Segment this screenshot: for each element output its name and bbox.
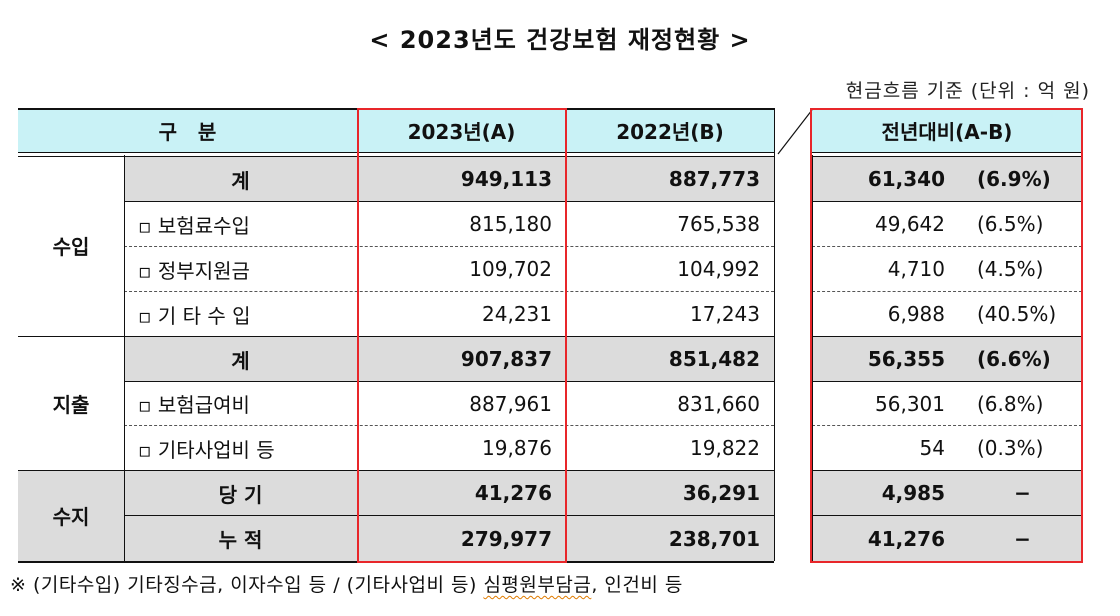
diff-value: 61,340 <box>867 167 945 191</box>
diff-pct: (4.5%) <box>977 257 1044 281</box>
diff-value: 54 <box>919 436 945 460</box>
diff-value: 56,355 <box>867 347 945 371</box>
highlight-2023-column <box>357 108 567 563</box>
value-2023: 907,837 <box>460 347 552 371</box>
dotted-line <box>812 425 1082 426</box>
value-2022: 17,243 <box>690 302 760 326</box>
unit-note: 현금흐름 기준 (단위 : 억 원) <box>845 80 1090 102</box>
sep-line <box>124 201 774 202</box>
value-2023: 949,113 <box>460 167 552 191</box>
sep-line <box>124 515 774 516</box>
value-2023: 279,977 <box>460 526 552 551</box>
value-2023: 815,180 <box>469 212 552 236</box>
footnote-squiggle-word: 심평원부담금 <box>483 574 592 596</box>
col-line <box>812 155 813 561</box>
header-2022: 2022년(B) <box>616 120 724 144</box>
value-2022: 887,773 <box>668 167 760 191</box>
dotted-line <box>124 291 774 292</box>
diff-value: 41,276 <box>867 526 945 551</box>
diff-pct: (6.6%) <box>977 347 1051 371</box>
row-label: ▫ 기 타 수 입 <box>138 303 251 328</box>
diff-pct: (6.8%) <box>977 391 1044 416</box>
diff-value: 4,985 <box>881 481 945 505</box>
sep-line <box>812 381 1082 382</box>
sep-line <box>124 381 774 382</box>
value-2023: 19,876 <box>482 436 552 460</box>
dotted-line <box>812 246 1082 247</box>
income-total-diff-bg <box>812 157 1082 201</box>
value-2022: 765,538 <box>677 212 760 236</box>
value-2022: 36,291 <box>682 481 760 505</box>
header-2023: 2023년(A) <box>407 120 516 144</box>
diagonal-separator <box>777 109 813 155</box>
group-line-diff <box>812 336 1082 337</box>
row-label: 누 적 <box>218 528 263 552</box>
diff-value: 49,642 <box>875 212 945 236</box>
group-line-diff <box>812 470 1082 471</box>
row-label: 계 <box>231 168 250 193</box>
value-2022: 104,992 <box>677 257 760 281</box>
footnote-prefix: ※ (기타수입) 기타징수금, 이자수입 등 / (기타사업비 등) <box>10 574 484 596</box>
header-double-line <box>18 152 774 157</box>
dotted-line <box>812 291 1082 292</box>
diff-pct: − <box>1014 481 1031 505</box>
footnote-suffix: , 인건비 등 <box>591 574 683 596</box>
group-expense: 지출 <box>52 392 90 417</box>
group-line <box>18 470 774 471</box>
value-2022: 851,482 <box>668 347 760 371</box>
value-2023: 41,276 <box>474 481 552 505</box>
expense-total-row-bg <box>124 336 774 381</box>
row-label: ▫ 기타사업비 등 <box>138 437 275 462</box>
diff-pct: (6.5%) <box>977 212 1044 236</box>
col-line <box>124 155 125 561</box>
highlight-diff-column <box>810 108 1083 563</box>
row-label: 계 <box>231 348 250 373</box>
header-double-line-diff <box>812 152 1082 157</box>
value-2022: 831,660 <box>677 391 760 416</box>
value-2023: 24,231 <box>482 302 552 326</box>
group-income: 수입 <box>52 235 90 259</box>
value-2023: 887,961 <box>469 391 552 416</box>
row-label: ▫ 보험료수입 <box>138 213 250 238</box>
row-label: 당 기 <box>218 482 263 507</box>
diff-pct: (6.9%) <box>977 167 1051 191</box>
table-title: < 2023년도 건강보험 재정현황 > <box>369 26 751 54</box>
diff-value: 56,301 <box>875 391 945 416</box>
diff-pct: (40.5%) <box>977 302 1057 326</box>
col-line <box>774 108 775 561</box>
diff-pct: (0.3%) <box>977 436 1044 460</box>
header-category: 구 분 <box>158 120 217 144</box>
diff-value: 4,710 <box>887 257 945 281</box>
value-2022: 19,822 <box>690 436 760 460</box>
diff-value: 6,988 <box>887 302 945 326</box>
expense-total-diff-bg <box>812 336 1082 381</box>
row-label: ▫ 정부지원금 <box>138 258 250 283</box>
value-2023: 109,702 <box>469 257 552 281</box>
diff-pct: − <box>1014 526 1031 551</box>
dotted-line <box>124 425 774 426</box>
footnote: ※ (기타수입) 기타징수금, 이자수입 등 / (기타사업비 등) 심평원부담… <box>10 570 683 597</box>
header-row-diff-bg <box>812 108 1082 153</box>
row-label: ▫ 보험급여비 <box>138 393 250 417</box>
header-diff: 전년대비(A-B) <box>881 120 1013 144</box>
header-row <box>18 108 774 153</box>
income-total-row-bg <box>124 157 774 201</box>
value-2022: 238,701 <box>668 526 760 551</box>
dotted-line <box>124 246 774 247</box>
group-line <box>18 336 774 337</box>
sep-line <box>812 515 1082 516</box>
sep-line <box>812 201 1082 202</box>
group-balance: 수지 <box>52 505 90 529</box>
